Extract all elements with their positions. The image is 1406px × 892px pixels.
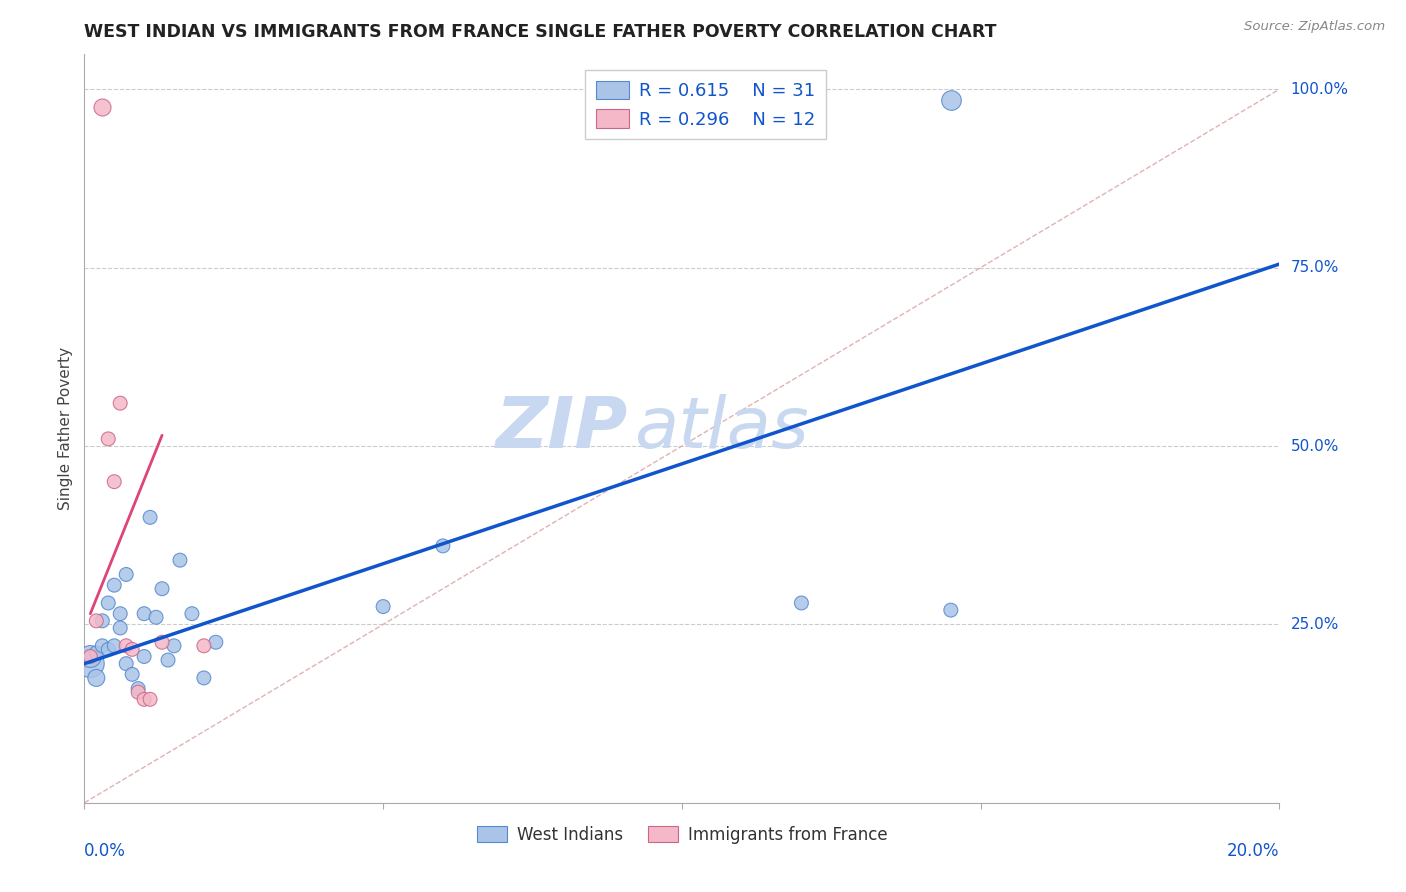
Point [163, 639, 186, 653]
Text: 25.0%: 25.0% [1291, 617, 1339, 632]
Point [139, 692, 162, 706]
Point [150, 582, 173, 596]
Point [110, 607, 132, 621]
Text: 0.0%: 0.0% [84, 842, 127, 860]
Point [121, 667, 143, 681]
Point [139, 510, 162, 524]
Text: 50.0%: 50.0% [1291, 439, 1339, 453]
Point [110, 396, 132, 410]
Point [97, 642, 120, 657]
Point [103, 639, 125, 653]
Legend: West Indians, Immigrants from France: West Indians, Immigrants from France [470, 820, 894, 851]
Point [103, 475, 125, 489]
Text: ZIP: ZIP [496, 393, 628, 463]
Point [115, 567, 138, 582]
Point [115, 657, 138, 671]
Point [193, 671, 215, 685]
Point [79, 657, 101, 671]
Point [127, 685, 149, 699]
Point [79, 649, 101, 664]
Text: 20.0%: 20.0% [1227, 842, 1279, 860]
Text: 100.0%: 100.0% [1291, 82, 1348, 96]
Point [939, 603, 962, 617]
Point [181, 607, 204, 621]
Point [97, 596, 120, 610]
Text: atlas: atlas [634, 393, 808, 463]
Point [86, 614, 108, 628]
Point [91, 100, 114, 114]
Text: WEST INDIAN VS IMMIGRANTS FROM FRANCE SINGLE FATHER POVERTY CORRELATION CHART: WEST INDIAN VS IMMIGRANTS FROM FRANCE SI… [84, 23, 997, 41]
Point [103, 578, 125, 592]
Point [91, 614, 114, 628]
Point [86, 671, 108, 685]
Point [132, 692, 156, 706]
Point [432, 539, 454, 553]
Point [91, 639, 114, 653]
Point [86, 646, 108, 660]
Point [145, 610, 167, 624]
Point [193, 639, 215, 653]
Point [790, 596, 813, 610]
Point [121, 642, 143, 657]
Point [115, 639, 138, 653]
Text: 75.0%: 75.0% [1291, 260, 1339, 275]
Point [157, 653, 180, 667]
Point [110, 621, 132, 635]
Point [79, 649, 101, 664]
Point [939, 93, 962, 107]
Point [169, 553, 191, 567]
Point [373, 599, 395, 614]
Point [132, 607, 156, 621]
Point [97, 432, 120, 446]
Text: Source: ZipAtlas.com: Source: ZipAtlas.com [1244, 20, 1385, 33]
Point [132, 649, 156, 664]
Point [127, 681, 149, 696]
Point [205, 635, 228, 649]
Y-axis label: Single Father Poverty: Single Father Poverty [58, 347, 73, 509]
Point [150, 635, 173, 649]
